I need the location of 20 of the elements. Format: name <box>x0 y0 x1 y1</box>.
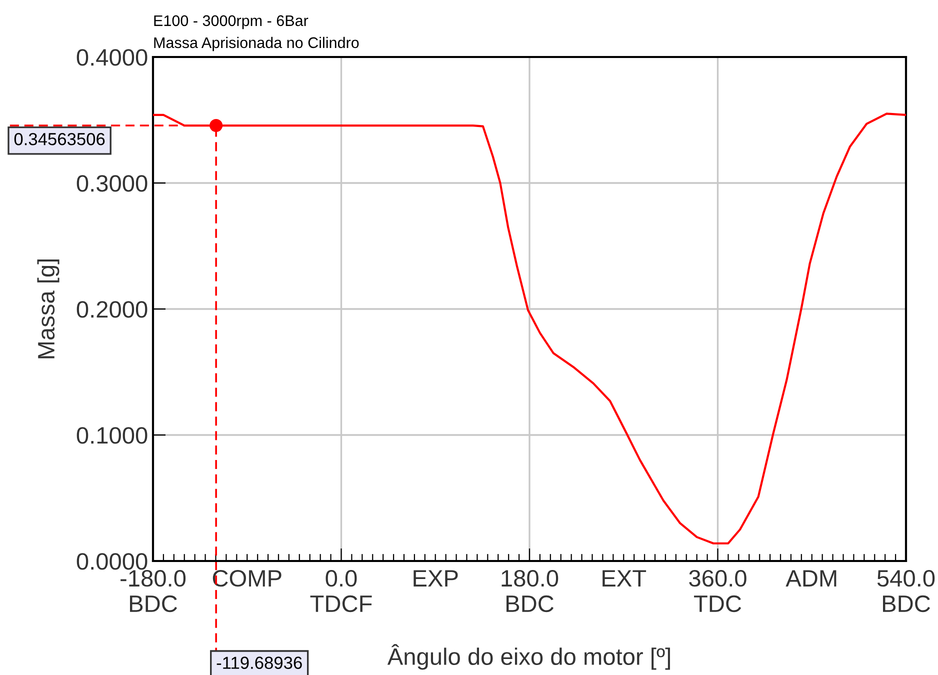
y-tick-label: 0.1000 <box>76 427 148 444</box>
x-tick-label: EXP <box>414 570 458 586</box>
x-tick-label: 0.0 TDCF <box>310 570 372 612</box>
x-tick-label: COMP <box>212 570 282 587</box>
x-tick-label: -180.0 BDC <box>120 570 186 612</box>
x-axis-title: Ângulo do eixo do motor [º] <box>387 644 670 670</box>
x-tick-label: ADM <box>786 570 836 586</box>
ref-line-label: 0.34563506 <box>14 132 105 146</box>
y-axis-title: Massa [g] <box>37 260 60 358</box>
y-tick-label: 0.2000 <box>76 301 148 318</box>
y-tick-label: 0.0000 <box>76 553 148 570</box>
x-tick-label: 540.0 BDC <box>877 570 935 612</box>
x-tick-label: 180.0 BDC <box>502 570 558 612</box>
chart-title: E100 - 3000rpm - 6Bar <box>154 15 308 30</box>
chart-subtitle: Massa Aprisionada no Cilindro <box>154 36 359 52</box>
y-tick-label: 0.4000 <box>76 49 148 66</box>
x-tick-label: EXT <box>602 570 646 586</box>
x-tick-label: 360.0 TDC <box>689 570 746 612</box>
y-tick-label: 0.3000 <box>76 175 148 192</box>
ref-line-label: -119.68936 <box>216 656 302 669</box>
